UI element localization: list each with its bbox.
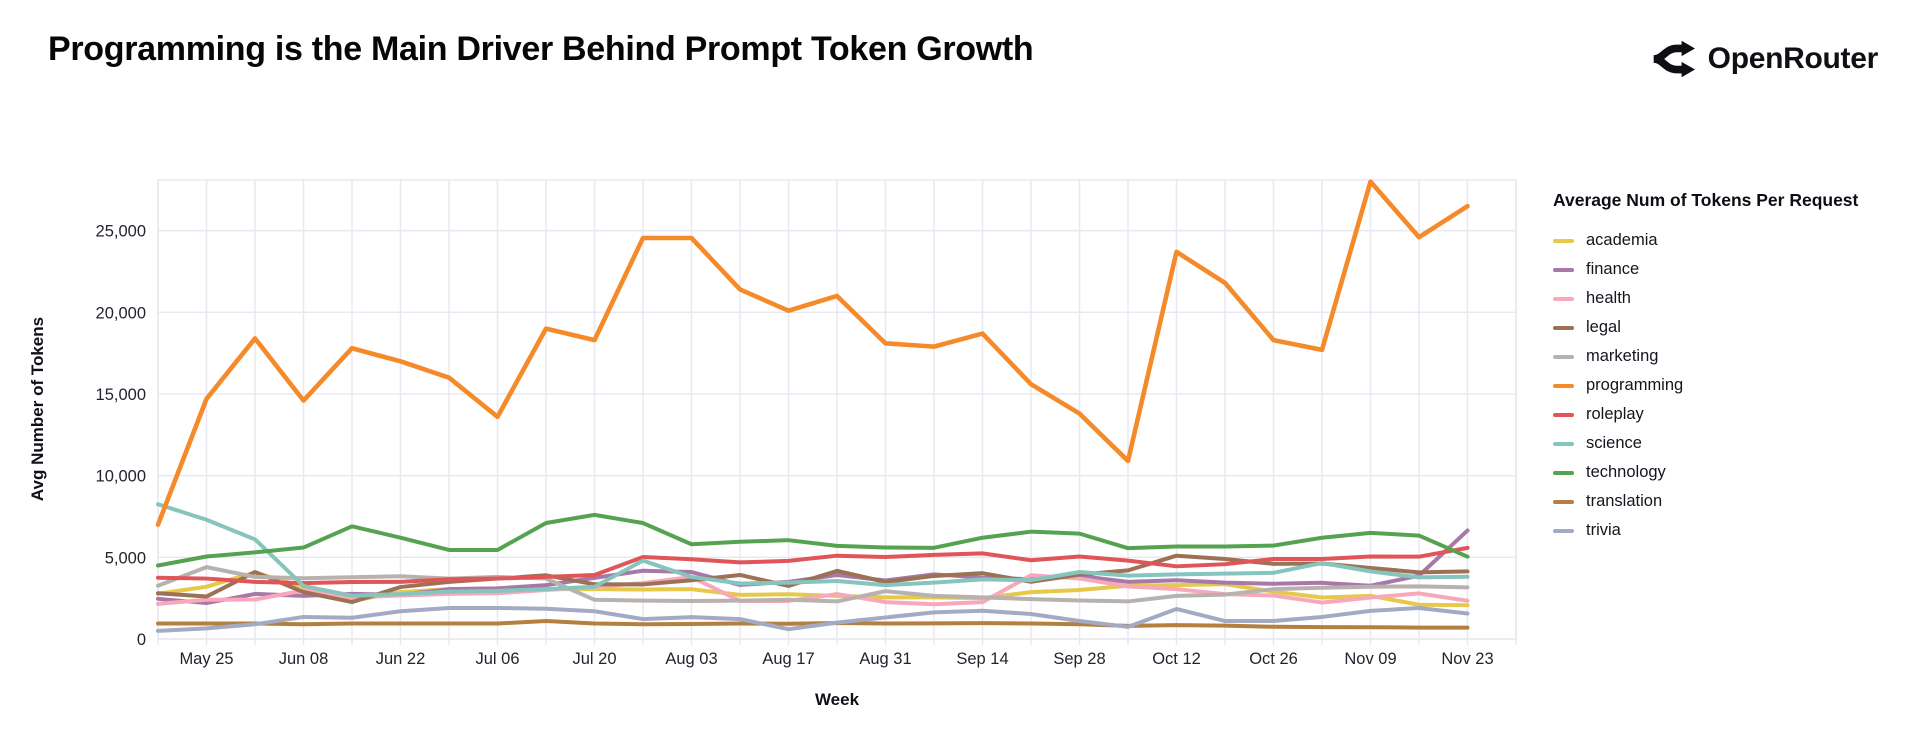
legend-item-health[interactable]: health [1553,284,1925,313]
plot-grid [157,179,1517,645]
y-tick-label: 15,000 [96,386,146,404]
series-line-programming [155,179,1470,527]
legend-swatch-translation [1553,499,1574,504]
legend-item-label: science [1586,434,1642,452]
series-line-translation [156,619,1470,630]
legend-item-programming[interactable]: programming [1553,371,1925,400]
y-tick-labels: 0 5,000 10,000 15,000 20,000 25,000 [96,223,146,649]
legend-swatch-marketing [1553,354,1574,359]
plot-border [157,179,1517,640]
x-tick-label: Sep 14 [956,650,1008,668]
y-axis-title: Avg Number of Tokens [28,316,47,502]
x-tick-label: Aug 31 [859,650,911,668]
series-line-science [156,502,1470,598]
legend-swatch-health [1553,296,1574,301]
legend-item-label: legal [1586,318,1621,336]
x-tick-label: Nov 23 [1441,650,1493,668]
legend-swatch-programming [1553,383,1574,388]
y-tick-label: 10,000 [96,468,146,486]
x-tick-labels: May 25 Jun 08 Jun 22 Jul 06 Jul 20 Aug 03 Aug … [179,650,1493,668]
x-tick-label: May 25 [179,650,233,668]
legend-swatch-technology [1553,470,1574,475]
series-line-roleplay [156,545,1470,586]
x-tick-label: Jul 06 [475,650,519,668]
x-tick-label: Aug 03 [665,650,717,668]
legend-items: academia finance health legal marketing progr… [1553,226,1925,545]
legend-item-label: marketing [1586,347,1659,365]
x-tick-label: Nov 09 [1344,650,1396,668]
legend-item-label: finance [1586,260,1640,278]
legend-item-label: programming [1586,376,1684,394]
legend-item-label: academia [1586,231,1658,249]
legend-item-technology[interactable]: technology [1553,458,1925,487]
brand-logo[interactable]: OpenRouter [1649,36,1878,82]
y-tick-label: 5,000 [105,549,146,567]
x-axis-title: Week [814,690,860,709]
x-tick-label: Sep 28 [1053,650,1105,668]
legend-swatch-trivia [1553,528,1574,533]
legend-item-marketing[interactable]: marketing [1553,342,1925,371]
legend-item-translation[interactable]: translation [1553,487,1925,516]
legend-item-label: health [1586,289,1631,307]
legend-item-trivia[interactable]: trivia [1553,516,1925,545]
openrouter-logo-icon [1652,40,1695,78]
legend-item-label: technology [1586,463,1666,481]
y-tick-label: 20,000 [96,304,146,322]
x-tick-label: Oct 26 [1249,650,1298,668]
series-line-marketing [156,565,1470,604]
legend-swatch-science [1553,441,1574,446]
legend-item-roleplay[interactable]: roleplay [1553,400,1925,429]
series-line-trivia [156,605,1470,633]
legend-item-label: trivia [1586,521,1621,539]
series-line-technology [156,512,1470,568]
legend: Average Num of Tokens Per Request academ… [1553,190,1925,545]
legend-swatch-academia [1553,238,1574,243]
legend-item-label: translation [1586,492,1663,510]
legend-title: Average Num of Tokens Per Request [1553,190,1859,210]
x-tick-label: Oct 12 [1152,650,1201,668]
legend-item-science[interactable]: science [1553,429,1925,458]
y-tick-label: 25,000 [96,223,146,241]
legend-swatch-roleplay [1553,412,1574,417]
y-tick-label: 0 [137,631,146,649]
series-lines [155,179,1470,633]
legend-swatch-legal [1553,325,1574,330]
legend-item-label: roleplay [1586,405,1644,423]
legend-item-legal[interactable]: legal [1553,313,1925,342]
x-tick-label: Jun 22 [376,650,426,668]
legend-swatch-finance [1553,267,1574,272]
page-title: Programming is the Main Driver Behind Pr… [48,30,1034,68]
x-tick-label: Aug 17 [762,650,814,668]
x-tick-label: Jul 20 [572,650,616,668]
legend-item-academia[interactable]: academia [1553,226,1925,255]
legend-item-finance[interactable]: finance [1553,255,1925,284]
x-tick-label: Jun 08 [279,650,329,668]
brand-name: OpenRouter [1707,42,1879,75]
